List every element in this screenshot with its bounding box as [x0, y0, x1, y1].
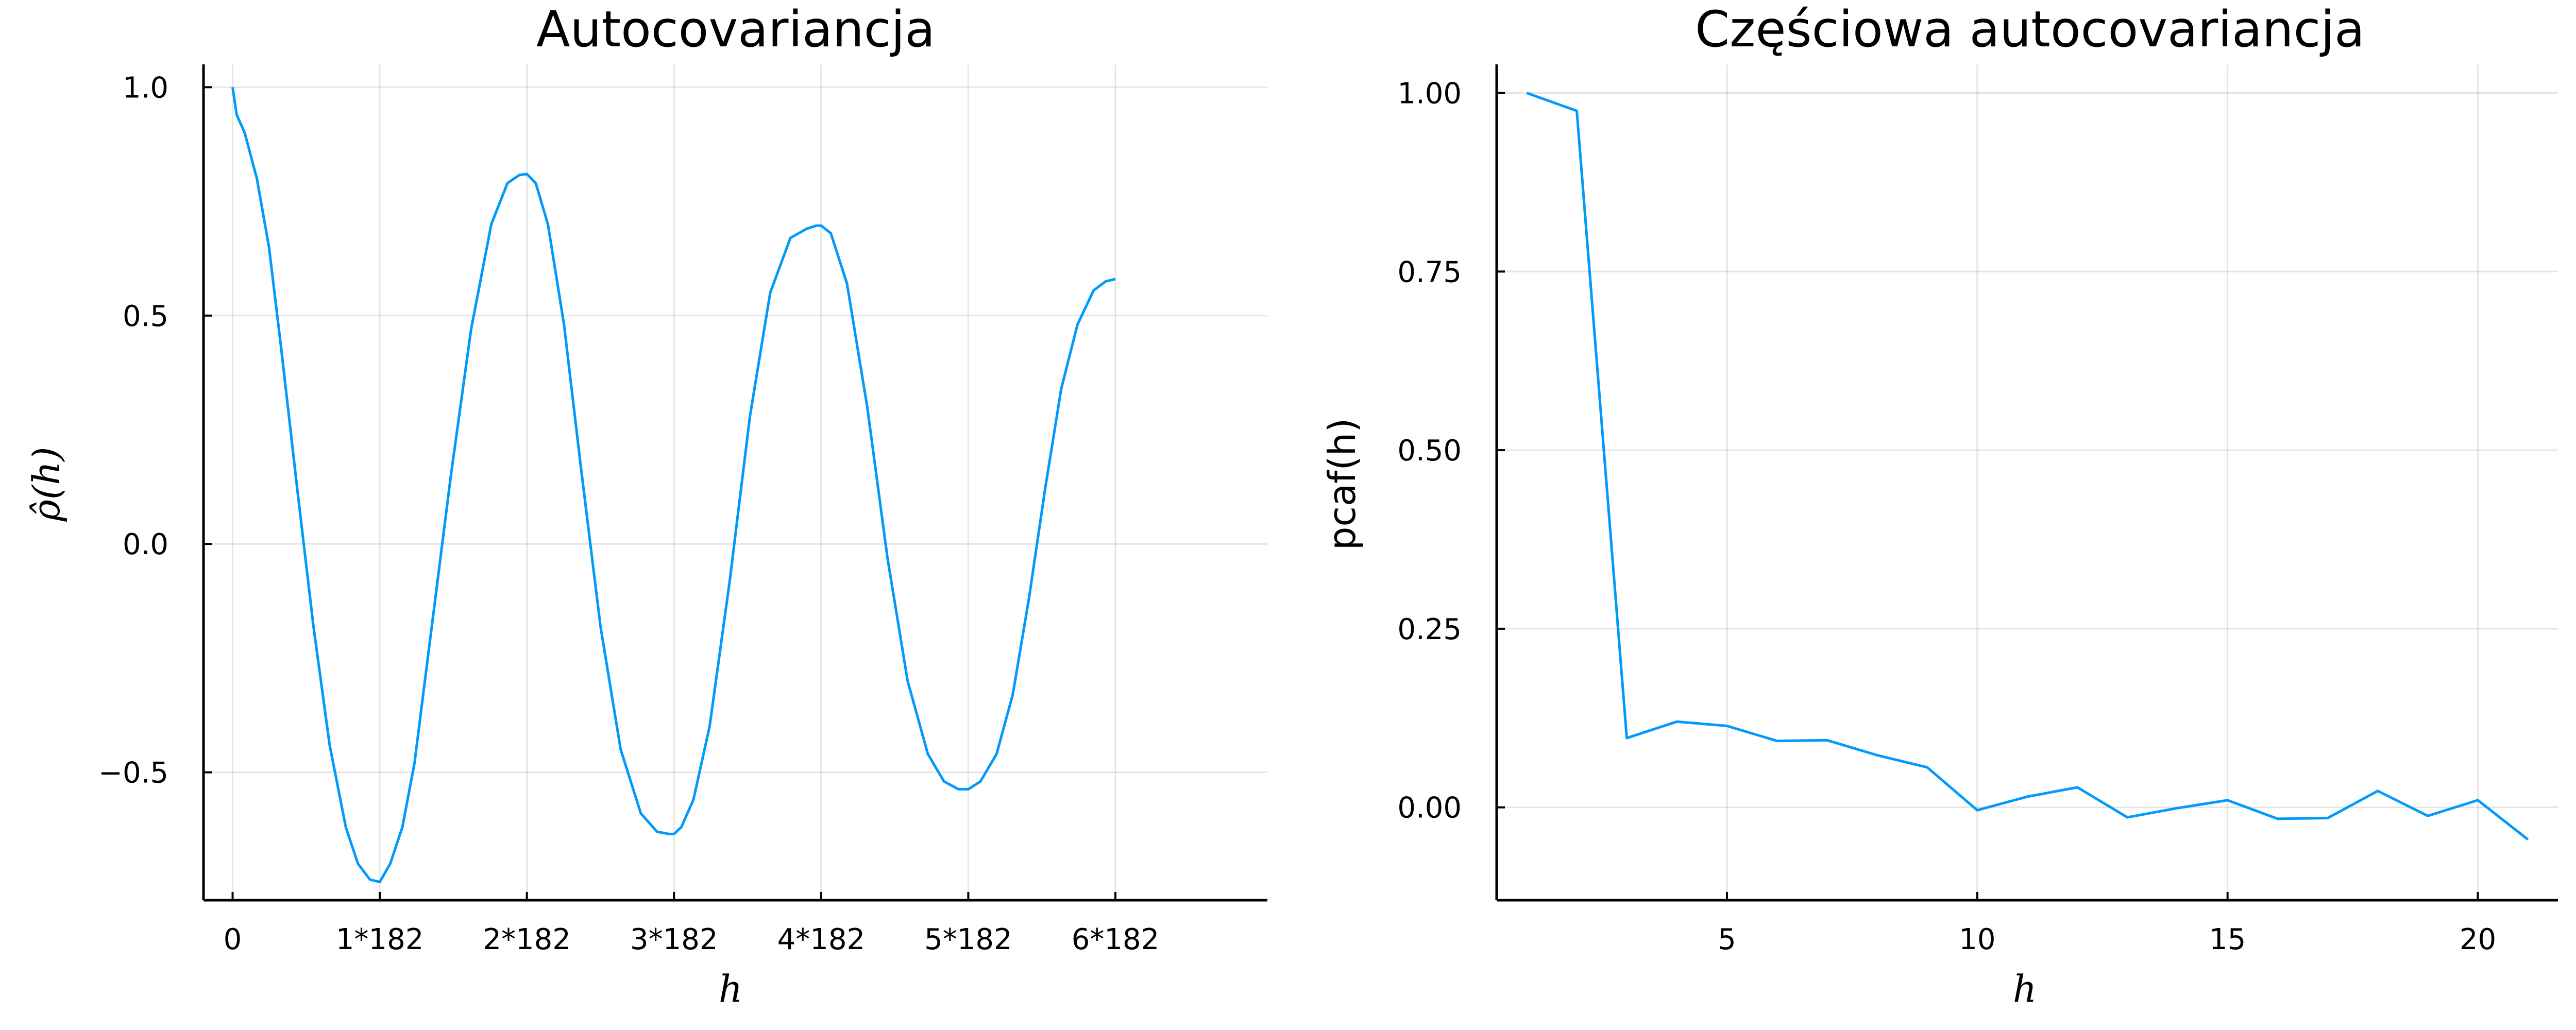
acf-y-tick-label: 0.0	[123, 528, 168, 561]
acf-y-tick-label: 1.0	[123, 71, 168, 105]
pacf-chart: Częściowa autocovariancja h pcaf(h) 5 10 1…	[1320, 1, 2558, 1010]
pacf-tick-labels: 5 10 15 20 1.00 0.75 0.50 0.25 0.00	[1397, 77, 2496, 956]
acf-gridlines	[204, 64, 1267, 900]
acf-x-axis-label: h	[719, 967, 742, 1010]
pacf-title: Częściowa autocovariancja	[1695, 1, 2365, 58]
pacf-y-axis-label: pcaf(h)	[1320, 418, 1364, 551]
acf-x-tick-label: 3*182	[630, 923, 718, 956]
acf-y-axis-label: ρ̂(h)	[25, 447, 68, 522]
acf-tick-labels: 0 1*182 2*182 3*182 4*182 5*182 6*182 1.0 0.5 0.0…	[98, 71, 1159, 956]
pacf-y-tick-label: 0.25	[1397, 613, 1462, 646]
pacf-series	[1526, 92, 2529, 841]
pacf-y-tick-label: 0.00	[1397, 792, 1462, 825]
pacf-y-tick-label: 0.50	[1397, 434, 1462, 468]
pacf-x-tick-label: 10	[1959, 923, 1995, 956]
pacf-x-tick-label: 15	[2209, 923, 2246, 956]
acf-x-tick-label: 0	[224, 923, 242, 956]
acf-y-tick-label: 0.5	[123, 300, 168, 333]
pacf-series-line	[1526, 92, 2529, 841]
acf-x-tick-label: 2*182	[483, 923, 571, 956]
acf-x-tick-label: 5*182	[924, 923, 1012, 956]
acf-y-tick-label: −0.5	[98, 757, 168, 790]
pacf-x-tick-label: 20	[2460, 923, 2496, 956]
acf-series-line	[231, 87, 1116, 883]
acf-series	[231, 87, 1116, 883]
pacf-y-tick-label: 1.00	[1397, 77, 1462, 110]
acf-x-tick-label: 1*182	[336, 923, 424, 956]
acf-title: Autocovariancja	[536, 1, 935, 58]
pacf-gridlines	[1497, 64, 2558, 900]
pacf-x-axis-label: h	[2013, 967, 2037, 1010]
pacf-y-tick-label: 0.75	[1397, 255, 1462, 289]
acf-x-tick-label: 6*182	[1072, 923, 1160, 956]
pacf-x-tick-label: 5	[1718, 923, 1736, 956]
acf-x-tick-label: 4*182	[777, 923, 866, 956]
acf-chart: Autocovariancja h ρ̂(h) 0 1*182 2*182 3*182…	[25, 1, 1267, 1010]
